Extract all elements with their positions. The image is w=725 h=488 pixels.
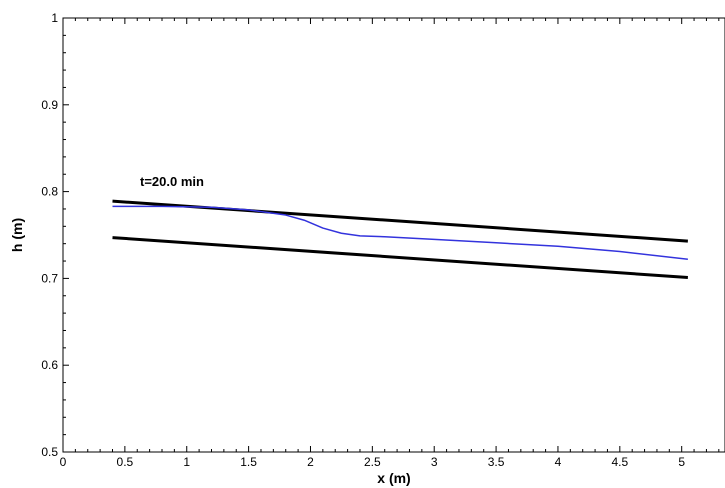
- x-tick-label: 4.5: [611, 455, 628, 469]
- x-tick-label: 2: [307, 455, 314, 469]
- ticks-layer: 0 0.5 1 1.5 2 2.5 3 3.5 4 4.5 50.50.60.70.80.91: [41, 11, 720, 469]
- y-tick-label: 0.8: [41, 185, 58, 199]
- x-tick-label: 3.5: [488, 455, 505, 469]
- y-tick-label: 0.7: [41, 271, 58, 285]
- x-tick-label: 0.5: [117, 455, 134, 469]
- x-tick-label: 5: [678, 455, 685, 469]
- x-tick-label: 0: [60, 455, 67, 469]
- plot-frame: [62, 17, 725, 453]
- y-tick-label: 0.6: [41, 358, 58, 372]
- x-tick-label: 1.5: [240, 455, 257, 469]
- y-tick-label: 1: [51, 11, 58, 25]
- y-axis-title: h (m): [9, 218, 25, 252]
- x-tick-label: 1: [183, 455, 190, 469]
- y-tick-label: 0.9: [41, 98, 58, 112]
- x-tick-label: 3: [431, 455, 438, 469]
- annotation-label: t=20.0 min: [140, 174, 204, 189]
- x-axis-title: x (m): [377, 470, 410, 486]
- series-line-3: [112, 205, 688, 261]
- series-line-2: [112, 236, 688, 280]
- x-tick-label: 4: [555, 455, 562, 469]
- series-layer: [112, 199, 688, 280]
- x-tick-label: 2.5: [364, 455, 381, 469]
- y-tick-label: 0.5: [41, 445, 58, 459]
